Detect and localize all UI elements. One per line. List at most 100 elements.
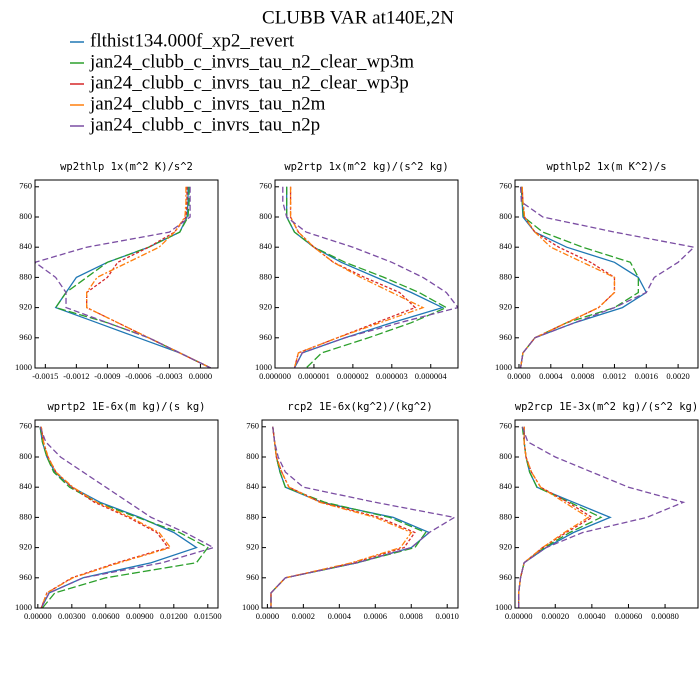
profile-line [270,426,427,608]
y-tick-label: 1000 [255,362,272,372]
plot-frame [261,419,459,609]
x-tick-label: -0.0006 [125,371,151,381]
legend-label: jan24_clubb_c_invrs_tau_n2m [89,93,326,114]
profile-line [282,186,458,368]
y-tick-label: 880 [259,271,272,281]
legend-label: flthist134.000f_xp2_revert [90,30,295,51]
legend-label: jan24_clubb_c_invrs_tau_n2_clear_wp3p [89,72,409,93]
profile-line [270,426,416,608]
x-tick-label: 0.000003 [376,371,408,381]
y-tick-label: 960 [259,332,272,342]
x-tick-label: 0.0020 [666,371,689,381]
x-tick-label: 0.0000 [507,371,530,381]
subplot-title: wp2rtp 1x(m^2 kg)/(s^2 kg) [284,161,448,173]
subplot-title: wpthlp2 1x(m K^2)/s [546,161,666,173]
y-tick-label: 1000 [15,602,32,612]
x-tick-label: 0.00300 [58,611,86,621]
legend-label: jan24_clubb_c_invrs_tau_n2p [89,114,320,135]
x-tick-label: 0.000004 [415,371,448,381]
y-tick-label: 840 [19,241,32,251]
profile-line [270,426,457,608]
y-tick-label: 760 [19,181,32,191]
x-tick-label: 0.00000 [505,611,533,621]
y-tick-label: 920 [246,542,259,552]
y-tick-label: 880 [19,271,32,281]
profile-line [54,186,212,368]
subplot-title: wprtp2 1E-6x(m kg)/(s kg) [47,401,205,413]
x-tick-label: 0.0006 [364,611,387,621]
y-tick-label: 840 [19,481,32,491]
y-tick-label: 960 [499,572,512,582]
x-tick-label: 0.000001 [298,371,330,381]
y-tick-label: 1000 [495,602,512,612]
y-tick-label: 760 [499,421,512,431]
y-tick-label: 840 [499,241,512,251]
x-tick-label: -0.0015 [32,371,58,381]
figure-title: CLUBB VAR at140E,2N [262,7,454,28]
x-tick-label: -0.0003 [156,371,182,381]
y-tick-label: 960 [19,572,32,582]
y-tick-label: 800 [499,451,512,461]
y-tick-label: 920 [19,302,32,312]
x-tick-label: 0.00900 [126,611,154,621]
x-tick-label: 0.0008 [400,611,423,621]
profile-line [40,426,172,608]
x-tick-label: 0.000002 [337,371,369,381]
x-tick-label: -0.0009 [94,371,120,381]
profile-line [86,186,212,368]
profile-line [518,426,594,608]
y-tick-label: 920 [499,542,512,552]
x-tick-label: 0.0004 [328,611,352,621]
y-tick-label: 880 [499,511,512,521]
y-tick-label: 760 [499,181,512,191]
plot-frame [274,179,459,369]
y-tick-label: 880 [499,271,512,281]
x-tick-label: 0.00040 [578,611,606,621]
profile-line [86,186,212,368]
y-tick-label: 920 [19,542,32,552]
y-tick-label: 800 [259,211,272,221]
y-tick-label: 760 [246,421,259,431]
y-tick-label: 920 [499,302,512,312]
y-tick-label: 960 [19,332,32,342]
profile-line [286,186,445,368]
profile-line [519,186,696,368]
plot-frame [34,179,219,369]
y-tick-label: 880 [19,511,32,521]
x-tick-label: 0.000000 [259,371,291,381]
subplot-title: rcp2 1E-6x(kg^2)/(kg^2) [287,401,432,413]
y-tick-label: 800 [19,451,32,461]
subplot-title: wp2thlp 1x(m^2 K)/s^2 [60,161,193,173]
plot-frame [34,419,219,609]
profile-line [519,186,616,368]
x-tick-label: 0.0002 [292,611,315,621]
profile-line [519,186,616,368]
x-tick-label: 0.0008 [571,371,594,381]
y-tick-label: 840 [246,481,259,491]
y-tick-label: 1000 [242,602,259,612]
y-tick-label: 840 [499,481,512,491]
legend-label: jan24_clubb_c_invrs_tau_n2_clear_wp3m [89,51,414,72]
profile-line [39,426,216,608]
profile-line [518,426,612,608]
y-tick-label: 760 [19,421,32,431]
profile-line [270,426,431,608]
x-tick-label: 0.0000 [256,611,279,621]
y-tick-label: 880 [246,511,259,521]
x-tick-label: 0.0004 [539,371,563,381]
profile-line [35,186,212,368]
subplot-title: wp2rcp 1E-3x(m^2 kg)/(s^2 kg) [515,401,698,413]
x-tick-label: 0.00020 [541,611,569,621]
y-tick-label: 760 [259,181,272,191]
profile-line [519,186,639,368]
profile-line [289,186,417,368]
x-tick-label: 0.00060 [615,611,643,621]
profile-line [286,186,448,368]
y-tick-label: 800 [499,211,512,221]
profile-line [40,426,170,608]
x-tick-label: 0.00600 [92,611,120,621]
x-tick-label: 0.0012 [603,371,626,381]
x-tick-label: 0.00000 [24,611,52,621]
y-tick-label: 800 [246,451,259,461]
